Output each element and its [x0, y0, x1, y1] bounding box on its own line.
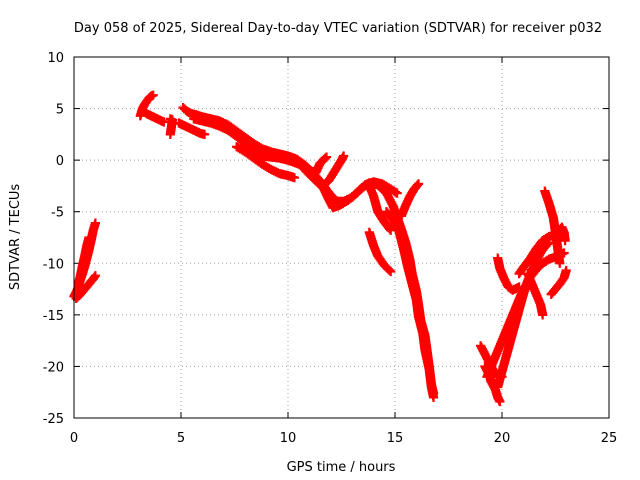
data-series: [317, 151, 349, 191]
y-tick-label: -10: [43, 257, 64, 272]
data-series: [364, 227, 396, 277]
data-series: [73, 232, 94, 289]
data-series: [476, 341, 507, 382]
y-tick-label: -5: [51, 206, 64, 221]
x-tick-label: 25: [601, 431, 618, 446]
data-series: [396, 179, 424, 221]
data-point: [537, 308, 547, 318]
data-point: [198, 129, 208, 139]
data-point: [320, 153, 330, 163]
data-point: [543, 197, 554, 207]
data-series: [540, 186, 565, 268]
data-point: [495, 372, 506, 382]
x-tick-label: 0: [70, 431, 78, 446]
data-point: [428, 391, 438, 401]
data-point: [368, 189, 378, 200]
data-point: [385, 224, 395, 234]
data-point: [90, 220, 100, 230]
y-tick-label: 10: [47, 51, 64, 66]
data-point: [561, 267, 571, 277]
y-tick-label: 5: [56, 103, 64, 118]
data-markers: [69, 90, 571, 407]
data-point: [560, 234, 570, 244]
data-series: [165, 114, 178, 139]
x-axis-label: GPS time / hours: [287, 460, 396, 475]
x-tick-label: 15: [387, 431, 404, 446]
data-series: [546, 265, 571, 299]
x-tick-label: 5: [177, 431, 185, 446]
data-point: [157, 116, 168, 126]
plot-frame: [73, 56, 610, 419]
y-tick-label: 0: [56, 154, 64, 169]
grid-lines: [74, 57, 609, 418]
data-point: [83, 234, 94, 244]
x-tick-label: 20: [494, 431, 511, 446]
data-series: [381, 207, 439, 402]
y-tick-label: -20: [43, 360, 64, 375]
y-tick-label: -15: [43, 309, 64, 324]
axis-ticks: 0 5 10 15 20 25 10 5 0 -5 -10 -15 -20 -25: [43, 51, 618, 446]
data-point: [384, 265, 395, 275]
data-point: [165, 127, 176, 138]
data-series: [304, 152, 332, 178]
data-series: [71, 271, 100, 303]
data-series: [553, 222, 570, 246]
data-point: [390, 187, 401, 197]
data-point: [512, 283, 523, 293]
data-point: [89, 272, 99, 282]
x-tick-label: 10: [280, 431, 297, 446]
data-point: [338, 152, 348, 162]
data-point: [147, 91, 157, 101]
data-series: [174, 118, 210, 139]
data-point: [412, 180, 423, 190]
data-series: [523, 269, 548, 320]
data-point: [554, 256, 565, 266]
data-series: [364, 181, 396, 235]
data-series: [493, 253, 524, 295]
data-point: [288, 172, 298, 182]
chart-title: Day 058 of 2025, Sidereal Day-to-day VTE…: [74, 21, 602, 36]
data-series: [137, 106, 169, 127]
data-point: [494, 395, 504, 405]
y-tick-label: -25: [43, 412, 64, 427]
data-series: [232, 142, 300, 183]
data-series: [189, 114, 310, 171]
y-axis-label: SDTVAR / TECUs: [8, 184, 23, 291]
